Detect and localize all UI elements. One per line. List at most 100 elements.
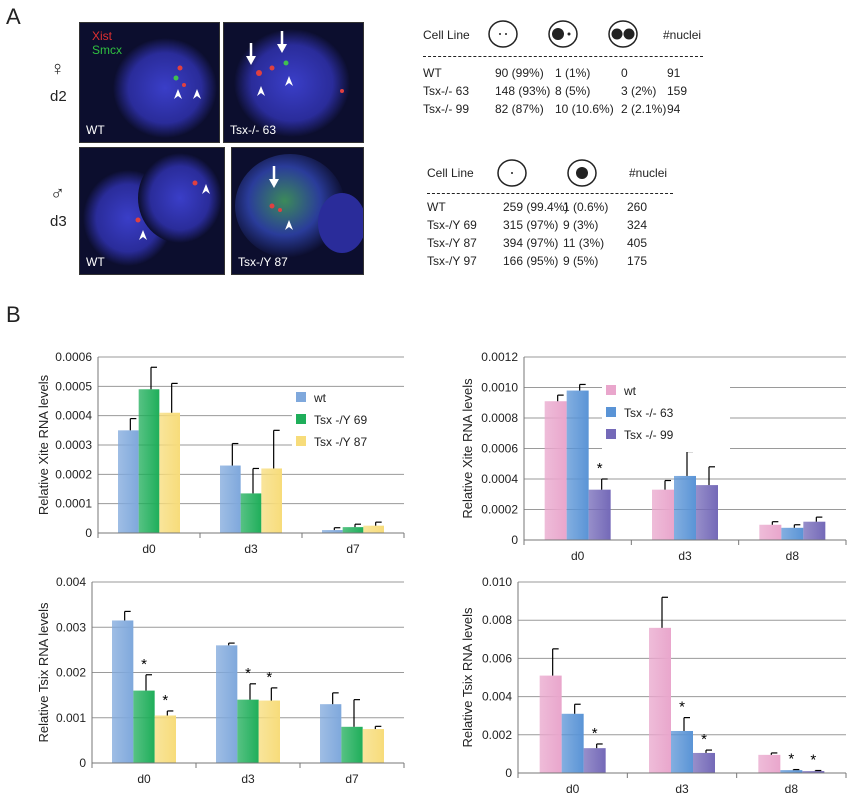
- table-female-row-1-col-4: 159: [667, 84, 688, 98]
- legend-swatch: [606, 407, 616, 417]
- significance-star: *: [162, 692, 168, 709]
- y-axis-label: Relative Xite RNA levels: [460, 378, 475, 519]
- bar-d8-1: [780, 770, 803, 773]
- x-tick-label: d0: [566, 782, 580, 795]
- legend-background: [292, 389, 420, 459]
- bar-d8-0: [758, 754, 781, 773]
- bar-d7-2: [363, 525, 384, 533]
- table-female-row-2-col-1: 82 (87%): [495, 102, 544, 116]
- bar-d3-1: [240, 493, 262, 533]
- y-tick-label: 0.003: [56, 620, 86, 634]
- female-symbol: ♀: [50, 58, 65, 80]
- significance-star: *: [592, 725, 598, 742]
- significance-star: *: [597, 460, 603, 477]
- legend-swatch: [606, 385, 616, 395]
- table-female-row-1-col-2: 8 (5%): [555, 84, 591, 98]
- y-tick-label: 0.008: [482, 613, 512, 627]
- micrograph-male-ko-label: Tsx-/Y 87: [238, 255, 288, 269]
- significance-star: *: [245, 665, 251, 682]
- bar-d0-0: [112, 620, 134, 763]
- table-female-row-1-col-0: Tsx-/- 63: [423, 84, 470, 98]
- bar-d7-2: [362, 729, 384, 763]
- bar-d0-2: [583, 748, 606, 773]
- table-female-row-0-col-0: WT: [423, 66, 442, 80]
- table-female-row-2-col-3: 2 (2.1%): [621, 102, 667, 116]
- significance-star: *: [701, 731, 707, 748]
- significance-star: *: [266, 669, 272, 686]
- bar-d3-2: [258, 700, 280, 763]
- bar-d8-0: [759, 524, 782, 540]
- y-tick-label: 0.002: [482, 728, 512, 742]
- y-tick-label: 0.0006: [55, 350, 92, 364]
- bar-d8-2: [803, 521, 826, 540]
- significance-star: *: [810, 752, 816, 769]
- table-male-row-2-col-0: Tsx-/Y 87: [427, 236, 477, 250]
- micrograph-female-ko: Tsx-/- 63: [223, 22, 364, 143]
- x-tick-label: d3: [241, 772, 255, 786]
- y-tick-label: 0.002: [56, 666, 86, 680]
- table-female-row-1-col-3: 3 (2%): [621, 84, 657, 98]
- y-tick-label: 0.0008: [481, 411, 518, 425]
- table-female: Cell Line #nuclei WT 90 (99%) 1 (1%) 0 91 Tsx…: [423, 18, 703, 128]
- legend-label: Tsx -/- 99: [624, 428, 674, 442]
- x-tick-label: d3: [675, 782, 689, 795]
- table-female-row-0-col-2: 1 (1%): [555, 66, 591, 80]
- table-male-header-nuclei: #nuclei: [629, 166, 668, 180]
- significance-star: *: [788, 751, 794, 768]
- bar-d7-1: [341, 726, 363, 763]
- bar-d0-0: [118, 430, 139, 533]
- male-day-label: d3: [50, 213, 67, 230]
- legend-background: [602, 382, 730, 452]
- y-tick-label: 0.0004: [481, 472, 518, 486]
- legend-swatch: [296, 392, 306, 402]
- y-tick-label: 0.0010: [481, 381, 518, 395]
- bar-d3-2: [261, 468, 282, 533]
- table-male-row-0-col-1: 259 (99.4%): [503, 200, 569, 214]
- table-male-row-1-col-0: Tsx-/Y 69: [427, 218, 477, 232]
- table-female-row-2-col-4: 94: [667, 102, 681, 116]
- table-male-divider: [427, 193, 673, 194]
- legend-xist: Xist: [92, 29, 113, 43]
- legend-label: wt: [313, 391, 327, 405]
- bar-d7-0: [320, 704, 342, 763]
- x-tick-label: d8: [785, 782, 799, 795]
- table-female-header-nuclei: #nuclei: [663, 28, 702, 42]
- y-tick-label: 0: [505, 766, 512, 780]
- legend-swatch: [296, 436, 306, 446]
- micrograph-female-ko-label: Tsx-/- 63: [230, 123, 277, 137]
- micrograph-male-wt: WT: [79, 147, 225, 275]
- table-male-row-3-col-1: 166 (95%): [503, 254, 559, 268]
- table-male-header-cell-line: Cell Line: [427, 166, 474, 180]
- bar-d0-2: [159, 412, 180, 533]
- y-tick-label: 0: [85, 526, 92, 540]
- micrograph-female-wt: Xist Smcx WT: [79, 22, 220, 143]
- bar-d3-2: [693, 752, 715, 773]
- table-male-row-1-col-3: 324: [627, 218, 648, 232]
- y-tick-label: 0.0003: [55, 438, 92, 452]
- bar-d3-2: [696, 485, 718, 540]
- micrograph-female-wt-image: [113, 38, 217, 138]
- table-female-row-2-col-2: 10 (10.6%): [555, 102, 614, 116]
- y-tick-label: 0.0005: [55, 379, 92, 393]
- y-tick-label: 0.0004: [55, 409, 92, 423]
- y-tick-label: 0.006: [482, 651, 512, 665]
- legend-label: Tsx -/- 63: [624, 406, 674, 420]
- table-male-row-3-col-2: 9 (5%): [563, 254, 599, 268]
- bar-d3-0: [649, 627, 671, 773]
- y-tick-label: 0.001: [56, 711, 86, 725]
- bar-d0-1: [138, 389, 160, 533]
- table-female-row-1-col-1: 148 (93%): [495, 84, 551, 98]
- table-female-row-2-col-0: Tsx-/- 99: [423, 102, 470, 116]
- bar-d0-2: [588, 489, 611, 540]
- legend-swatch: [606, 429, 616, 439]
- table-male-row-0-col-0: WT: [427, 200, 446, 214]
- table-female-nucleus-icons: [488, 20, 638, 48]
- table-male-row-3-col-3: 175: [627, 254, 648, 268]
- bar-d3-1: [674, 475, 696, 540]
- panel-a-label: A: [6, 4, 21, 29]
- y-tick-label: 0.010: [482, 575, 512, 589]
- table-male-row-0-col-2: 1 (0.6%): [563, 200, 609, 214]
- bar-d3-1: [237, 699, 259, 763]
- y-tick-label: 0: [511, 533, 518, 547]
- y-tick-label: 0.0006: [481, 442, 518, 456]
